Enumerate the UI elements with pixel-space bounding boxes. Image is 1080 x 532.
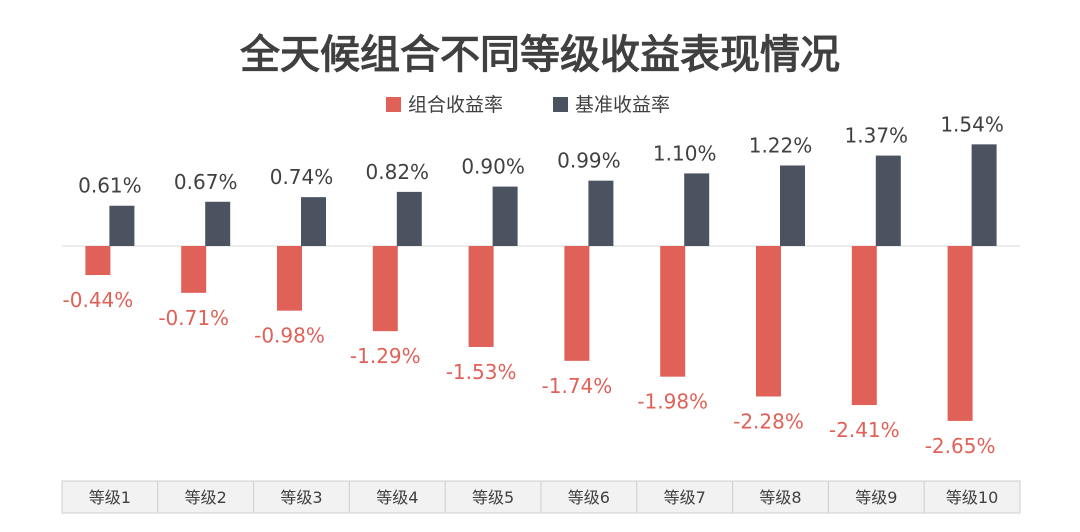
category-cell-7 xyxy=(636,480,734,514)
category-label-8: 等级8 xyxy=(759,488,801,507)
bars-benchmark xyxy=(109,144,997,246)
category-table: 等级1 等级2 等级3 等级4 等级5 等级6 等级7 等级8 等级9 等级10 xyxy=(61,480,1021,514)
label-portfolio-6: -1.74% xyxy=(542,374,613,398)
bar-portfolio-3 xyxy=(277,246,302,311)
category-label-9: 等级9 xyxy=(855,488,897,507)
label-portfolio-4: -1.29% xyxy=(350,344,421,368)
bar-portfolio-9 xyxy=(851,246,877,406)
bar-portfolio-10 xyxy=(947,246,973,421)
category-label-3: 等级3 xyxy=(280,488,322,507)
legend-label-portfolio: 组合收益率 xyxy=(408,94,503,116)
bar-benchmark-3 xyxy=(301,197,326,246)
bar-benchmark-1 xyxy=(109,205,135,246)
label-benchmark-8: 1.22% xyxy=(749,133,813,157)
bar-benchmark-8 xyxy=(780,165,805,246)
category-label-1: 等级1 xyxy=(89,488,131,507)
bar-benchmark-4 xyxy=(396,191,422,246)
label-benchmark-10: 1.54% xyxy=(940,112,1004,136)
bar-portfolio-4 xyxy=(372,246,398,332)
label-portfolio-1: -0.44% xyxy=(63,288,134,312)
bar-portfolio-2 xyxy=(181,246,207,293)
label-portfolio-9: -2.41% xyxy=(829,418,900,442)
category-label-5: 等级5 xyxy=(472,488,514,507)
bar-portfolio-1 xyxy=(85,246,111,276)
bar-benchmark-5 xyxy=(492,186,518,246)
category-label-10: 等级10 xyxy=(946,488,998,507)
legend: 组合收益率 基准收益率 xyxy=(386,94,670,116)
category-label-6: 等级6 xyxy=(568,488,610,507)
bar-portfolio-8 xyxy=(756,246,781,397)
bar-benchmark-2 xyxy=(205,201,231,246)
label-portfolio-7: -1.98% xyxy=(637,390,708,414)
bar-benchmark-6 xyxy=(588,180,614,246)
label-portfolio-10: -2.65% xyxy=(925,434,996,458)
label-portfolio-3: -0.98% xyxy=(254,324,325,348)
bars-portfolio xyxy=(85,246,973,421)
bar-portfolio-5 xyxy=(468,246,494,347)
category-label-7: 等级7 xyxy=(664,488,706,507)
legend-swatch-benchmark xyxy=(553,97,568,112)
label-portfolio-8: -2.28% xyxy=(733,409,804,433)
chart-title: 全天候组合不同等级收益表现情况 xyxy=(239,32,840,78)
label-benchmark-4: 0.82% xyxy=(366,160,430,184)
label-portfolio-2: -0.71% xyxy=(158,306,229,330)
bar-benchmark-7 xyxy=(684,173,710,246)
label-benchmark-5: 0.90% xyxy=(461,155,525,179)
category-cell-10 xyxy=(923,480,1021,514)
labels-benchmark: 0.61% 0.67% 0.74% 0.82% 0.90% 0.99% 1.10% 1.22%… xyxy=(78,112,1004,197)
bar-benchmark-9 xyxy=(875,155,901,246)
label-benchmark-3: 0.74% xyxy=(270,165,334,189)
label-benchmark-6: 0.99% xyxy=(557,149,621,173)
label-benchmark-9: 1.37% xyxy=(845,124,909,148)
category-cell-9 xyxy=(827,480,925,514)
legend-label-benchmark: 基准收益率 xyxy=(575,94,670,116)
category-label-4: 等级4 xyxy=(376,488,418,507)
bar-benchmark-10 xyxy=(971,144,997,246)
category-cell-5 xyxy=(444,480,542,514)
category-label-2: 等级2 xyxy=(185,488,227,507)
bar-portfolio-7 xyxy=(660,246,686,377)
label-benchmark-1: 0.61% xyxy=(78,174,142,198)
bar-portfolio-6 xyxy=(564,246,590,361)
label-benchmark-2: 0.67% xyxy=(174,170,238,194)
category-cell-3 xyxy=(253,480,350,514)
label-benchmark-7: 1.10% xyxy=(653,141,717,165)
legend-swatch-portfolio xyxy=(386,97,401,112)
category-cell-1 xyxy=(61,480,159,514)
label-portfolio-5: -1.53% xyxy=(446,360,517,384)
labels-portfolio: -0.44% -0.71% -0.98% -1.29% -1.53% -1.74% -1.9… xyxy=(63,288,996,458)
